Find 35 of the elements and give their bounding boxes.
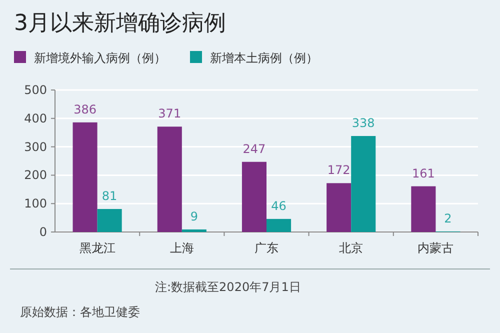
x-tick-label: 内蒙古 [418, 241, 454, 255]
y-tick-label: 300 [24, 140, 47, 154]
x-tick-label: 北京 [339, 241, 364, 255]
data-label: 386 [74, 102, 96, 116]
data-label: 46 [271, 198, 286, 213]
bar [351, 136, 376, 232]
bar [266, 218, 292, 232]
x-tick-label: 上海 [170, 241, 194, 255]
y-tick-label: 200 [24, 168, 47, 182]
bar [411, 186, 436, 232]
bar [182, 229, 206, 232]
bar [97, 208, 122, 232]
bar [242, 162, 266, 232]
x-tick-label: 广东 [254, 241, 278, 255]
data-label: 2 [444, 211, 452, 226]
text: 注:数据截至2020年7月1日 [155, 280, 301, 294]
bar [72, 122, 98, 232]
data-label: 338 [352, 116, 375, 130]
data-label: 81 [102, 188, 118, 203]
bar [326, 183, 352, 232]
chart-title: 3月以来新增确诊病例 [14, 11, 226, 36]
y-tick-label: 400 [24, 111, 47, 126]
text: 原始数据：各地卫健委 [20, 305, 140, 319]
y-tick-label: 0 [39, 225, 47, 239]
legend-label: 新增境外输入病例（例） [34, 51, 166, 65]
data-label: 9 [190, 209, 198, 224]
legend-label: 新增本土病例（例） [210, 51, 318, 65]
data-label: 172 [327, 163, 350, 178]
y-tick-label: 500 [24, 83, 47, 97]
y-tick-label: 100 [24, 196, 47, 211]
bar [157, 126, 182, 232]
x-tick-label: 黑龙江 [79, 241, 116, 255]
data-label: 247 [242, 142, 266, 156]
data-label: 161 [412, 166, 435, 180]
data-label: 371 [158, 106, 182, 121]
